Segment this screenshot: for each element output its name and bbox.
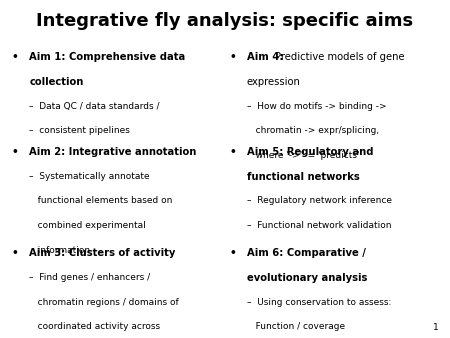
Text: chromatin regions / domains of: chromatin regions / domains of <box>29 298 179 307</box>
Text: •: • <box>230 52 236 63</box>
Text: Predictive models of gene: Predictive models of gene <box>274 52 404 63</box>
Text: –  Functional network validation: – Functional network validation <box>247 221 391 230</box>
Text: 1: 1 <box>433 323 439 332</box>
Text: Function / coverage: Function / coverage <box>247 322 345 332</box>
Text: •: • <box>230 248 236 259</box>
Text: Aim 6: Comparative /: Aim 6: Comparative / <box>247 248 365 259</box>
Text: Aim 2: Integrative annotation: Aim 2: Integrative annotation <box>29 147 197 157</box>
Text: –  Find genes / enhancers /: – Find genes / enhancers / <box>29 273 150 282</box>
Text: collection: collection <box>29 77 84 87</box>
Text: functional elements based on: functional elements based on <box>29 196 173 206</box>
Text: Aim 5: Regulatory and: Aim 5: Regulatory and <box>247 147 373 157</box>
Text: expression: expression <box>247 77 301 87</box>
Text: –  Using conservation to assess:: – Using conservation to assess: <box>247 298 391 307</box>
Text: information: information <box>29 246 90 255</box>
Text: Aim 4:: Aim 4: <box>247 52 287 63</box>
Text: evolutionary analysis: evolutionary analysis <box>247 273 367 283</box>
Text: where '->'' = 'predicts': where '->'' = 'predicts' <box>247 151 359 160</box>
Text: Aim 3: Clusters of activity: Aim 3: Clusters of activity <box>29 248 176 259</box>
Text: –  Regulatory network inference: – Regulatory network inference <box>247 196 392 206</box>
Text: –  consistent pipelines: – consistent pipelines <box>29 126 130 136</box>
Text: •: • <box>11 248 18 259</box>
Text: chromatin -> expr/splicing,: chromatin -> expr/splicing, <box>247 126 379 136</box>
Text: combined experimental: combined experimental <box>29 221 146 230</box>
Text: •: • <box>11 147 18 157</box>
Text: coordinated activity across: coordinated activity across <box>29 322 160 332</box>
Text: –  Systematically annotate: – Systematically annotate <box>29 172 150 181</box>
Text: Integrative fly analysis: specific aims: Integrative fly analysis: specific aims <box>36 12 414 30</box>
Text: •: • <box>230 147 236 157</box>
Text: Aim 1: Comprehensive data: Aim 1: Comprehensive data <box>29 52 185 63</box>
Text: –  How do motifs -> binding ->: – How do motifs -> binding -> <box>247 102 386 111</box>
Text: –  Data QC / data standards /: – Data QC / data standards / <box>29 102 160 111</box>
Text: •: • <box>11 52 18 63</box>
Text: functional networks: functional networks <box>247 172 360 182</box>
